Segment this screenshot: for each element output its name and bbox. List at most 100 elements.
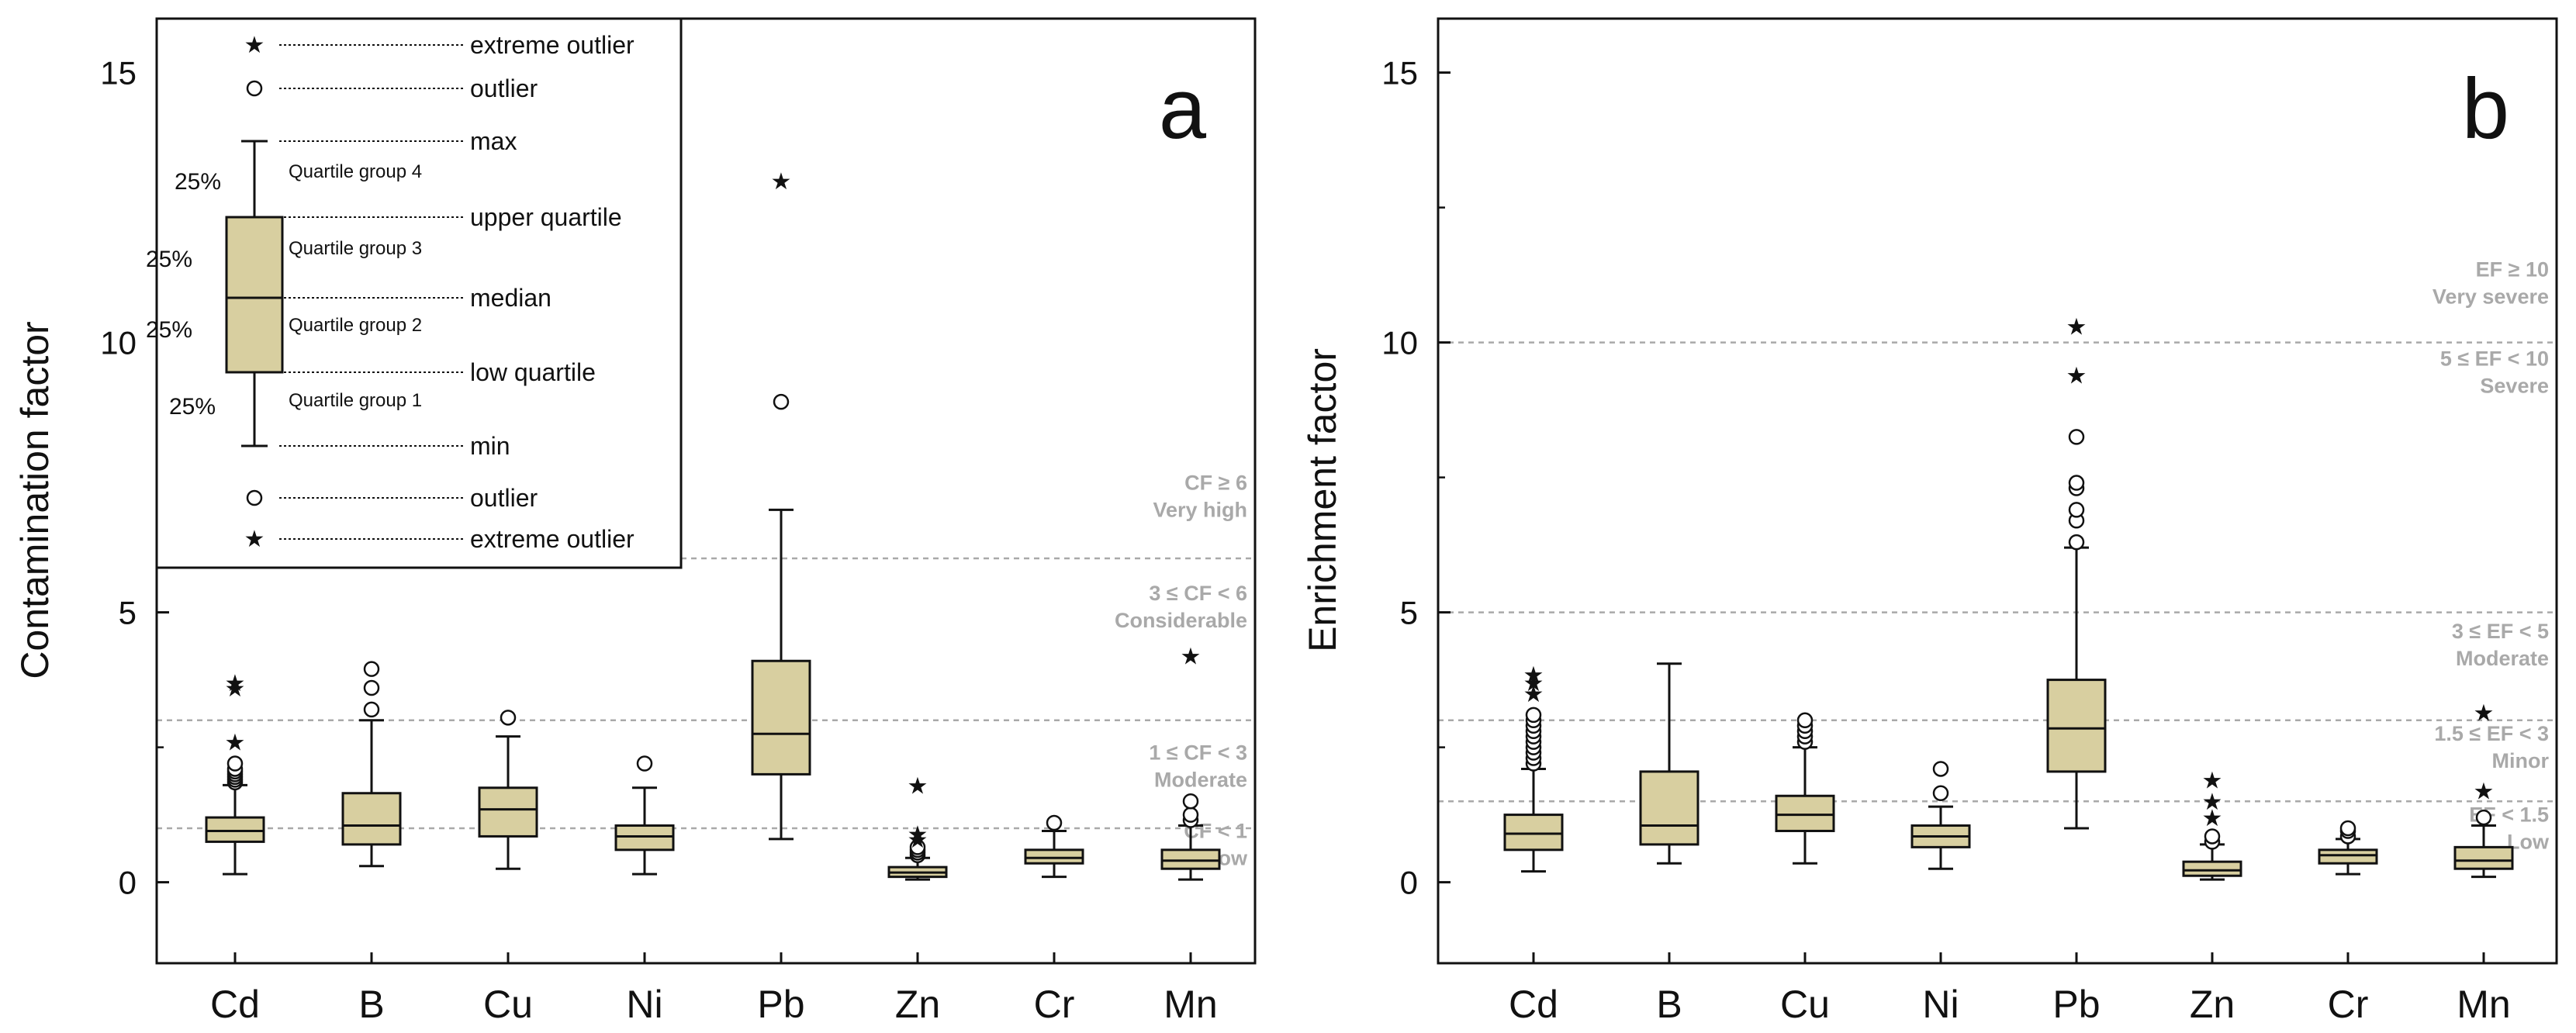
class-label: Low [2507, 830, 2550, 853]
iqr-box [478, 786, 538, 838]
outlier-point [773, 393, 790, 410]
outlier-point [1182, 793, 1199, 810]
outlier-point [1796, 712, 1814, 729]
outlier-point [2068, 534, 2085, 551]
box-b: B [1639, 662, 1699, 1026]
legend-label: extreme outlier [470, 31, 634, 59]
extreme-outlier-point: ★ [225, 675, 246, 703]
legend-label: extreme outlier [470, 525, 634, 553]
extreme-outlier-point: ★ [2474, 700, 2495, 727]
legend-quartile-group: Quartile group 3 [289, 238, 422, 259]
legend-outlier-symbol [246, 489, 263, 506]
x-tick-label: Mn [2457, 983, 2510, 1026]
x-tick-label: Cr [2328, 983, 2369, 1026]
legend-label: upper quartile [470, 203, 622, 231]
y-tick-label: 5 [119, 595, 137, 631]
outlier-point [2204, 828, 2221, 845]
x-tick-label: B [358, 983, 384, 1026]
extreme-outlier-point: ★ [225, 670, 246, 697]
extreme-outlier-point: ★ [1181, 643, 1202, 670]
box-pb: ★ ★ Pb [2046, 314, 2107, 1026]
outlier-point [2068, 429, 2085, 445]
outlier-point [909, 839, 926, 855]
extreme-outlier-point: ★ [1523, 662, 1544, 689]
y-tick-label: 0 [119, 865, 137, 901]
outlier-point [636, 755, 653, 772]
extreme-outlier-point: ★ [1523, 670, 1544, 697]
panel-letter: a [1159, 61, 1207, 157]
x-tick-label: Mn [1164, 983, 1217, 1026]
legend-extreme-symbol: ★ [244, 32, 265, 59]
legend-quartile-group: Quartile group 4 [289, 161, 422, 182]
box-cr: Cr [1024, 814, 1084, 1026]
x-tick-label: Cr [1034, 983, 1075, 1026]
legend-label: min [470, 432, 510, 460]
iqr-box [1639, 770, 1699, 846]
x-tick-label: Ni [626, 983, 662, 1026]
class-label: Minor [2492, 749, 2550, 772]
iqr-box [341, 792, 402, 846]
legend-quartile-group: Quartile group 1 [289, 390, 422, 411]
box-b: B [341, 661, 402, 1026]
y-tick-label: 0 [1400, 865, 1418, 901]
outlier-point [1046, 814, 1063, 831]
legend-percent: 25% [169, 394, 216, 420]
legend-label: low quartile [470, 358, 596, 386]
x-tick-label: Cd [1509, 983, 1558, 1026]
class-label: 3 ≤ EF < 5 [2452, 620, 2549, 643]
box-zn: ★★★Zn [2182, 767, 2242, 1026]
y-tick-label: 15 [100, 55, 137, 92]
box-cd: ★★★Cd [205, 670, 265, 1026]
legend-box [225, 216, 284, 374]
box-cr: Cr [2318, 820, 2378, 1026]
outlier-point [363, 661, 380, 677]
legend-percent: 25% [175, 169, 221, 195]
box-cu: Cu [478, 710, 538, 1026]
iqr-box [751, 659, 811, 776]
extreme-outlier-point: ★ [2202, 767, 2223, 794]
class-label: Very high [1153, 498, 1247, 521]
class-label: 1.5 ≤ EF < 3 [2434, 722, 2549, 745]
legend-quartile-group: Quartile group 2 [289, 315, 422, 336]
legend-percent: 25% [146, 247, 192, 272]
iqr-box [2318, 848, 2378, 865]
box-pb: ★ Pb [751, 168, 811, 1026]
extreme-outlier-point: ★ [2066, 314, 2087, 341]
outlier-point [2068, 502, 2085, 518]
extreme-outlier-point: ★ [2202, 789, 2223, 816]
x-tick-label: Ni [1922, 983, 1959, 1026]
x-tick-label: Pb [2052, 983, 2100, 1026]
y-tick-label: 15 [1381, 55, 1418, 92]
x-tick-label: Cd [210, 983, 260, 1026]
box-cu: Cu [1775, 712, 1835, 1026]
outlier-point [1932, 761, 1949, 777]
outlier-point [363, 679, 380, 696]
box-cd: ★★★Cd [1503, 662, 1564, 1026]
class-label: Very severe [2433, 285, 2549, 308]
class-label: Moderate [1154, 768, 1247, 791]
extreme-outlier-point: ★ [2202, 805, 2223, 832]
box-ni: Ni [1910, 761, 1971, 1026]
outlier-point [1932, 785, 1949, 802]
iqr-box [2046, 679, 2107, 773]
x-tick-label: Zn [2190, 983, 2235, 1026]
box-mn: ★ Mn [1160, 643, 1221, 1026]
legend-label: outlier [470, 74, 538, 102]
class-label: Considerable [1115, 609, 1247, 632]
extreme-outlier-point: ★ [908, 821, 928, 848]
y-tick-label: 5 [1400, 595, 1418, 631]
iqr-box [1024, 848, 1084, 865]
iqr-box [614, 824, 675, 852]
outlier-point [2475, 809, 2492, 826]
class-label: 3 ≤ CF < 6 [1149, 582, 1247, 605]
class-label: Moderate [2456, 647, 2549, 670]
extreme-outlier-point: ★ [908, 827, 928, 854]
class-label: 5 ≤ EF < 10 [2440, 347, 2549, 370]
x-tick-label: Cu [483, 983, 533, 1026]
legend: extreme outlier ★ outlier max upper quartile… [146, 17, 683, 569]
outlier-point [363, 701, 380, 718]
x-tick-label: B [1656, 983, 1682, 1026]
